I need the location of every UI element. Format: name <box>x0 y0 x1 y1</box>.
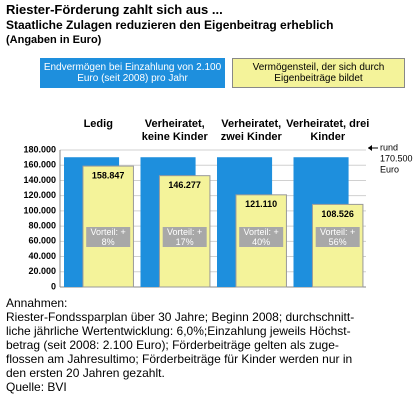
y-tick-label: 20.000 <box>28 266 56 276</box>
advantage-box <box>162 227 207 247</box>
x-tick-label: Verheiratet, keine Kinder <box>141 118 208 143</box>
advantage-box <box>86 227 131 247</box>
notes-line: betrag (seit 2008: 2.100 Euro); Förderbe… <box>6 338 339 352</box>
advantage-box <box>315 227 360 247</box>
value-label: 108.526 <box>321 209 354 219</box>
x-tick-label: Verheiratet, drei Kinder <box>286 118 370 143</box>
notes-title: Annahmen: <box>6 296 68 310</box>
y-tick-label: 40.000 <box>28 251 56 261</box>
value-label: 146.277 <box>168 180 201 190</box>
legend-entry: Endvermögen bei Einzahlung von 2.100 Eur… <box>40 58 225 88</box>
x-tick-label: Ledig <box>83 118 113 130</box>
advantage-label: Vorteil: + 40% <box>243 227 279 247</box>
advantage-label: Vorteil: + 17% <box>167 227 203 247</box>
y-tick-label: 180.000 <box>23 144 56 154</box>
advantage-label: Vorteil: + 56% <box>320 227 356 247</box>
y-tick-label: 0 <box>51 281 56 291</box>
chart-subtitle: Staatliche Zulagen reduzieren den Eigenb… <box>6 18 334 32</box>
notes-line: liche jährliche Wertentwicklung: 6,0%;Ei… <box>6 324 351 338</box>
annotation: rund <box>380 142 398 152</box>
y-tick-label: 120.000 <box>23 190 56 200</box>
unit-note: (Angaben in Euro) <box>6 34 102 46</box>
y-tick-label: 80.000 <box>28 220 56 230</box>
bar <box>82 165 134 288</box>
y-tick-label: 60.000 <box>28 236 56 246</box>
arrow-head <box>368 145 372 151</box>
y-tick-label: 160.000 <box>23 160 56 170</box>
notes: Riester-Fondssparplan über 30 Jahre; Beg… <box>6 310 354 380</box>
annotation: 170.500 <box>380 153 413 163</box>
legend-entry: Vermögensteil, der sich durch Eigenbeitr… <box>232 58 405 88</box>
notes-line: den ersten 20 Jahren gezahlt. <box>6 366 165 380</box>
advantage-box <box>239 227 284 247</box>
x-tick-label: Verheiratet, zwei Kinder <box>220 118 282 143</box>
value-label: 121.110 <box>245 199 277 209</box>
y-tick-label: 100.000 <box>23 205 56 215</box>
notes-line: flossen am Jahresultimo; Förderbeiträge … <box>6 352 353 366</box>
value-label: 158.847 <box>92 170 125 180</box>
y-tick-label: 140.000 <box>23 175 56 185</box>
advantage-label: Vorteil: + 8% <box>90 227 126 247</box>
notes-line: Riester-Fondssparplan über 30 Jahre; Beg… <box>6 310 355 324</box>
annotation: Euro <box>380 164 399 174</box>
chart-title: Riester-Förderung zahlt sich aus ... <box>6 2 223 17</box>
source: Quelle: BVI <box>6 380 67 394</box>
